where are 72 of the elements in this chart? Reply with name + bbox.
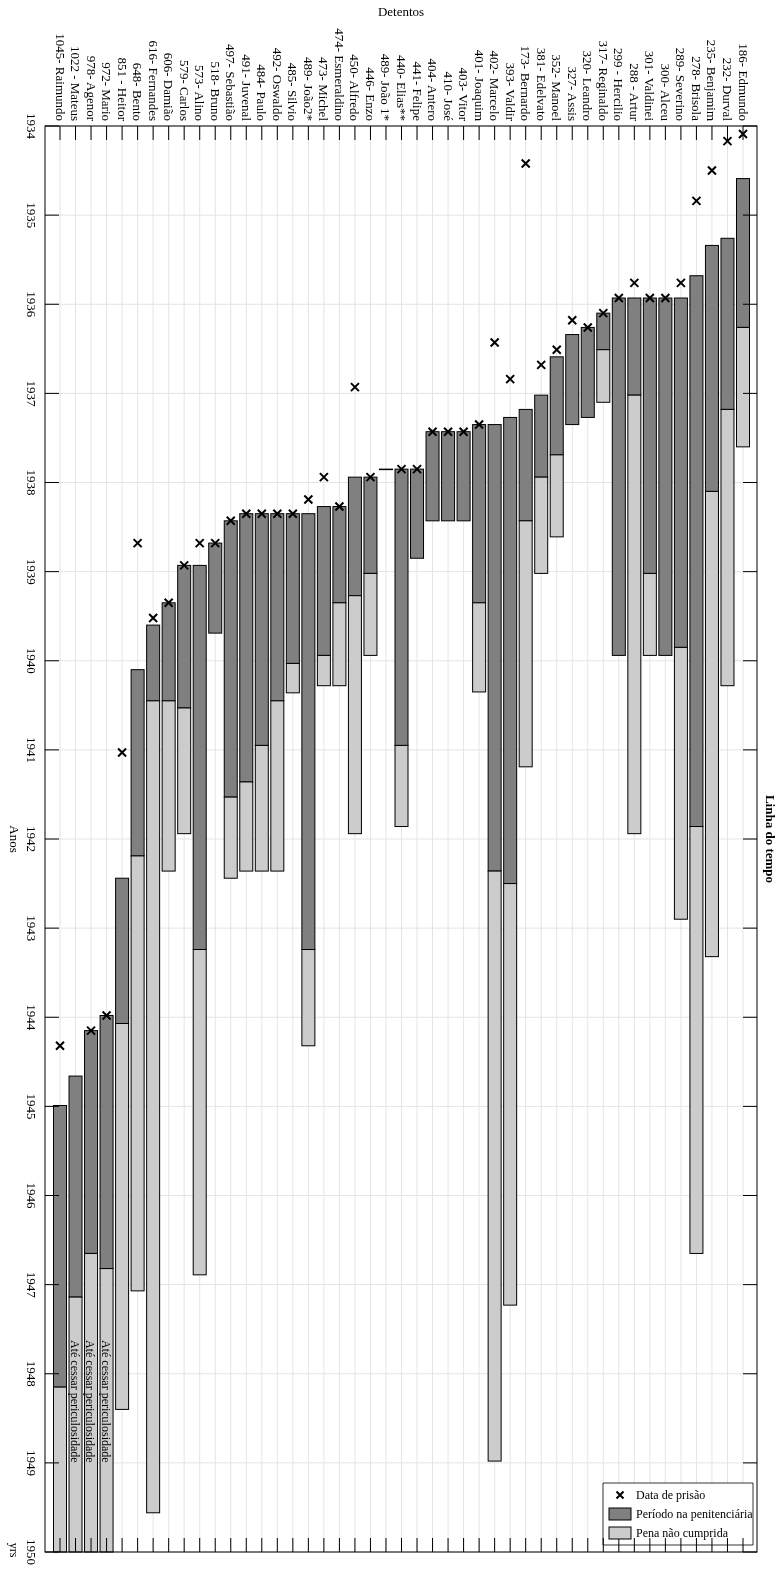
x-tick-label: 518- Bruno <box>207 61 223 121</box>
x-tick-label: 352- Manoel <box>549 54 565 122</box>
x-tick-label: 491- Juvenal <box>238 54 254 122</box>
x-tick-label: 573- Alino <box>192 65 208 121</box>
annotation: Até cessar periculosidade <box>67 1340 82 1463</box>
x-tick-label: 489- João 1* <box>378 53 394 121</box>
y-tick-label: 1942 <box>23 826 39 852</box>
x-tick-label: 492- Oswaldo <box>269 47 285 121</box>
legend-label: Período na penitenciária <box>636 1507 754 1521</box>
x-tick-label: 381- Edelvato <box>533 47 549 121</box>
x-tick-label: 489- João2* <box>300 57 316 121</box>
x-tick-label: 497- Sebastião <box>223 44 239 121</box>
y-axis-title: Anos <box>6 825 22 853</box>
text: Linha do tempo <box>762 794 778 884</box>
y-tick-label: 1934 <box>23 113 39 140</box>
y-tick-label: 1937 <box>23 380 39 407</box>
x-tick-label: 473- Michel <box>316 57 332 122</box>
annotation: Até cessar periculosidade <box>83 1340 98 1463</box>
x-axis-title: Detentos <box>377 4 425 19</box>
x-tick-label: 301- Valdinei <box>642 50 658 122</box>
y-tick-label: 1950 <box>23 1539 39 1565</box>
y-tick-label: 1948 <box>23 1360 39 1387</box>
x-tick-label: 648- Bento <box>130 62 146 121</box>
x-tick-label: 410- José <box>440 71 456 122</box>
y-tick-label: 1944 <box>23 1004 39 1031</box>
x-tick-label: 1022 - Mateus <box>68 45 84 121</box>
x-tick-label: 972- Mario <box>99 62 115 121</box>
x-tick-label: 450- Alfredo <box>347 54 363 121</box>
y-tick-label: 1946 <box>23 1182 39 1209</box>
legend-label: Pena não cumprida <box>636 1526 729 1540</box>
y-tick-label: 1936 <box>23 291 39 318</box>
x-tick-label: 851 - Heitor <box>114 57 130 122</box>
y-tick-label: 1949 <box>23 1449 39 1476</box>
text: yrs <box>7 1542 21 1558</box>
y-tick-label: 1939 <box>23 558 39 585</box>
x-tick-label: 299 - Hercilio <box>611 48 627 121</box>
x-tick-label: 320- Leandro <box>580 50 596 121</box>
x-tick-label: 978- Agenor <box>83 55 99 122</box>
x-tick-label: 173- Bernardo <box>518 45 534 121</box>
x-tick-label: 289- Severino <box>673 47 689 121</box>
x-tick-label: 441- Felipe <box>409 61 425 122</box>
x-tick-label: 403- Vitor <box>456 67 472 122</box>
x-tick-label: 402- Marcelo <box>487 50 503 121</box>
legend-label: Data de prisão <box>636 1488 706 1502</box>
annotation: Até cessar periculosidade <box>98 1340 113 1463</box>
x-tick-label: 404- Antero <box>425 58 441 121</box>
x-tick-label: 393- Valdir <box>502 62 518 122</box>
y-tick-label: 1947 <box>23 1271 39 1299</box>
x-tick-label: 327- Assis <box>564 66 580 121</box>
x-tick-label: 606- Damião <box>161 52 177 121</box>
x-tick-label: 401- Joaquim <box>471 49 487 121</box>
y-tick-label: 1945 <box>23 1093 39 1120</box>
x-tick-label: 278- Brisola <box>688 56 704 122</box>
x-tick-label: 474- Esmeraldino <box>331 28 347 121</box>
y-tick-label: 1940 <box>23 647 39 674</box>
x-tick-label: 235- Benjamim <box>704 39 720 121</box>
y-tick-label: 1938 <box>23 469 39 496</box>
x-tick-label: 300- Alceu <box>657 63 673 122</box>
x-tick-label: 579- Carlos <box>176 59 192 121</box>
x-tick-label: 446- Enzo <box>362 67 378 121</box>
x-tick-label: 317- Reginaldo <box>595 40 611 121</box>
y-tick-label: 1941 <box>23 736 39 763</box>
x-tick-label: 288 - Artur <box>626 63 642 122</box>
x-tick-label: 484- Paulo <box>254 64 270 121</box>
x-tick-label: 440- Elias** <box>394 54 409 121</box>
x-tick-label: 616- Fernandes <box>145 40 161 121</box>
x-tick-label: 485- Silvio <box>285 62 301 121</box>
x-tick-label: 186- Edmundo <box>735 43 751 121</box>
y-tick-label: 1935 <box>23 202 39 229</box>
x-tick-label: 232- Durval <box>719 57 735 122</box>
x-tick-label: 1045- Raimundo <box>52 33 68 121</box>
y-tick-label: 1943 <box>23 915 39 942</box>
